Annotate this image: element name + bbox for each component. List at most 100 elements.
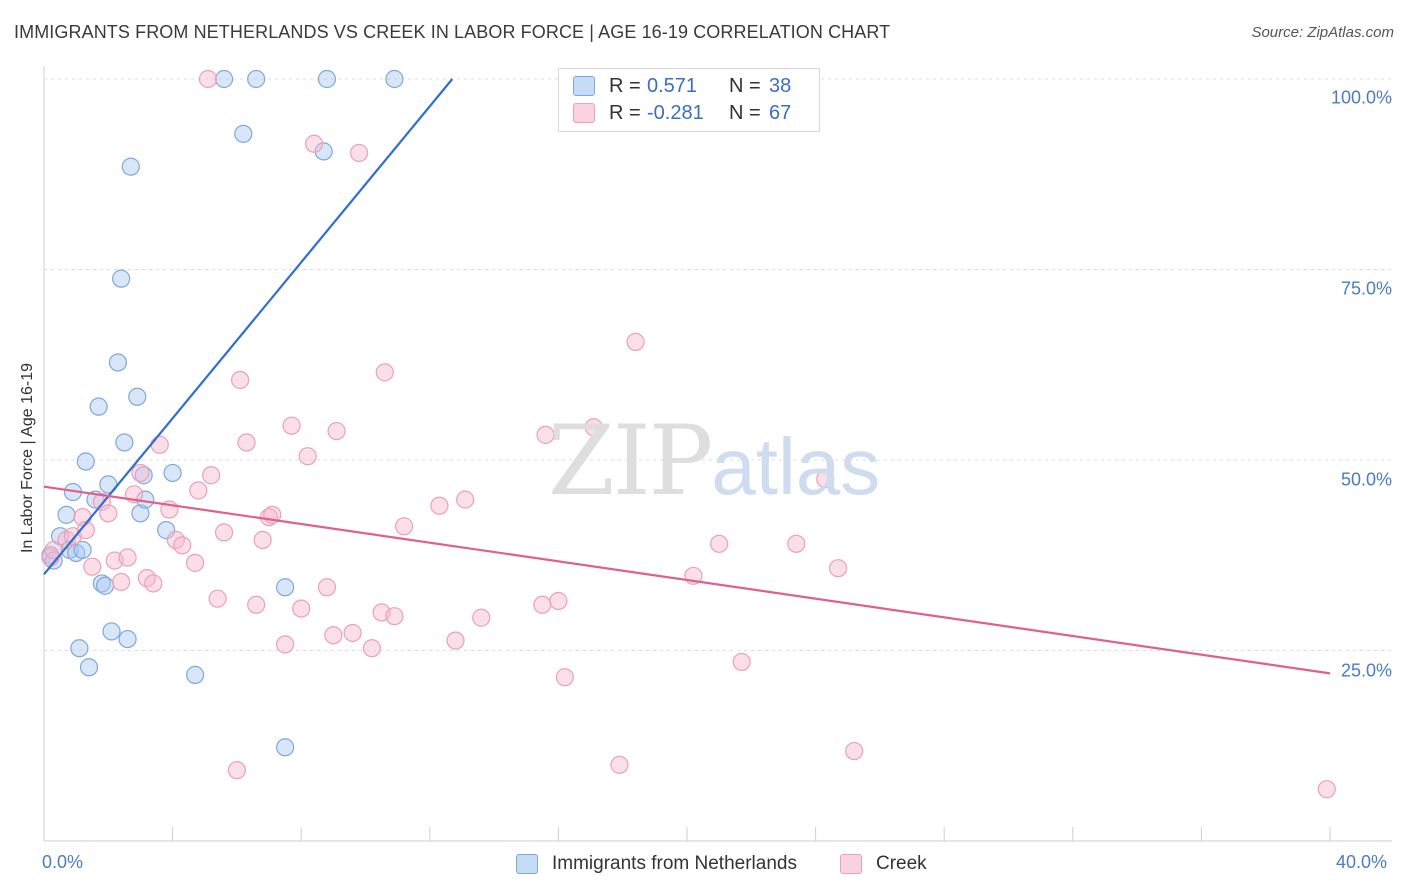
data-point [44, 540, 63, 560]
data-point [234, 124, 253, 143]
data-point [610, 755, 629, 774]
data-point [324, 626, 343, 645]
data-point [92, 574, 111, 593]
axes [43, 66, 1392, 842]
data-point [298, 447, 317, 466]
data-point [99, 504, 118, 523]
watermark-zip: ZIP [548, 405, 713, 517]
gridlines [44, 78, 1392, 651]
data-point [57, 505, 76, 524]
n-label: N = [729, 74, 761, 97]
data-point [112, 572, 131, 592]
r-value: -0.281 [647, 101, 704, 124]
data-point [343, 623, 362, 643]
data-point [108, 353, 128, 372]
data-point [456, 490, 475, 509]
data-point [317, 69, 337, 89]
trend-line-0 [43, 78, 454, 575]
legend-label: Immigrants from Netherlands [552, 853, 797, 874]
data-point [385, 69, 404, 89]
watermark-atlas: atlas [711, 422, 881, 511]
data-point [89, 397, 108, 416]
data-point [247, 69, 266, 89]
data-point [710, 534, 729, 553]
data-point [231, 370, 250, 390]
n-label: N = [729, 101, 761, 124]
x-tick-label: 0.0% [42, 852, 84, 872]
data-point [276, 635, 295, 654]
data-point [282, 416, 301, 435]
data-point [128, 387, 147, 406]
series-layer [41, 69, 1336, 799]
data-point [144, 574, 163, 593]
data-point [317, 578, 337, 597]
data-point [198, 69, 218, 89]
data-point [276, 578, 295, 597]
data-point [276, 738, 295, 757]
data-point [150, 435, 169, 454]
y-axis-label: In Labor Force | Age 16-19 [19, 362, 36, 554]
data-point [292, 599, 311, 618]
legend-swatch [573, 103, 595, 123]
data-point [349, 143, 369, 163]
data-point [472, 608, 491, 627]
data-point [732, 652, 751, 672]
data-point [73, 540, 92, 560]
legend-row-creek: R = -0.281 N = 67 [573, 101, 791, 125]
data-point [375, 363, 394, 382]
data-point [394, 517, 414, 536]
data-point [253, 530, 272, 550]
data-point [115, 433, 134, 452]
data-point [227, 761, 246, 780]
correlation-legend: R = 0.571 N = 38 R = -0.281 N = 67 [558, 68, 820, 132]
n-value: 38 [769, 74, 792, 97]
data-point [189, 481, 208, 500]
data-point [173, 536, 192, 555]
data-point [446, 631, 465, 650]
data-point [214, 69, 234, 89]
data-point [186, 553, 205, 572]
data-point [202, 466, 221, 485]
legend-swatch [573, 76, 595, 96]
data-point [787, 534, 806, 553]
watermark: ZIPatlas [548, 405, 880, 517]
data-point [95, 576, 115, 595]
data-point [79, 658, 99, 677]
data-point [70, 639, 89, 658]
data-point [131, 463, 150, 483]
data-point [555, 668, 574, 687]
data-point [121, 157, 140, 176]
r-value: 0.571 [647, 74, 698, 97]
y-tick-label: 75.0% [1340, 278, 1392, 299]
data-point [314, 142, 333, 161]
data-point [134, 466, 153, 485]
legend-item-creek: Creek [840, 852, 927, 876]
y-tick-label: 100.0% [1330, 87, 1392, 108]
series-0 [41, 69, 404, 757]
trend-line-1 [43, 485, 1331, 675]
data-point [549, 591, 568, 611]
data-point [304, 134, 324, 153]
data-point [829, 559, 848, 578]
data-point [186, 665, 205, 684]
n-value: 67 [769, 101, 792, 124]
source-credit: Source: ZipAtlas.com [1251, 24, 1394, 41]
data-point [118, 548, 137, 567]
legend-swatch [840, 854, 862, 874]
data-point [430, 496, 449, 515]
data-point [327, 421, 346, 441]
data-point [163, 463, 182, 483]
data-point [237, 433, 256, 452]
data-point [536, 425, 555, 444]
r-label: R = [609, 101, 641, 124]
data-point [208, 589, 227, 608]
data-point [533, 595, 552, 614]
data-point [131, 504, 150, 523]
legend-row-netherlands: R = 0.571 N = 38 [573, 74, 791, 98]
data-point [584, 418, 603, 437]
data-point [845, 741, 864, 761]
data-point [214, 523, 234, 542]
data-point [102, 622, 121, 641]
data-point [112, 269, 131, 288]
